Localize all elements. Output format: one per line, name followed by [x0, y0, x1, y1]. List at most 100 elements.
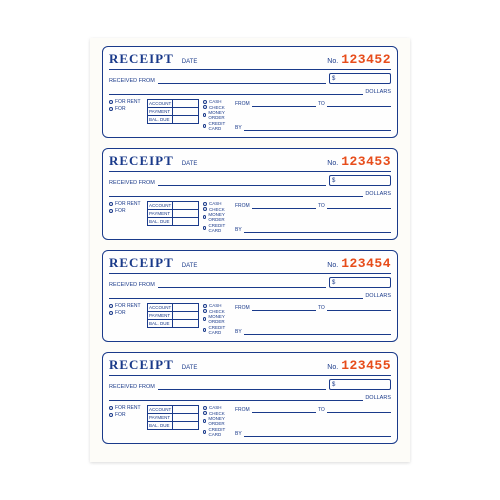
radio-icon — [203, 328, 206, 332]
receipt-slip: RECEIPT DATE No. 123452 RECEIVED FROM $ … — [102, 46, 398, 138]
to-label: TO — [318, 101, 325, 107]
from-line — [252, 101, 316, 107]
date-label: DATE — [182, 161, 327, 168]
payment-label: PAYMENT — [148, 312, 173, 320]
cash-label: CASH — [209, 99, 222, 104]
check-label: CHECK — [209, 309, 225, 314]
receipt-number: 123455 — [341, 358, 391, 373]
baldue-label: BAL. DUE — [148, 218, 173, 226]
to-line — [327, 305, 391, 311]
receipt-bottom: FOR RENT FOR ACCOUNT PAYMENT BAL. DUE CA… — [109, 99, 391, 131]
account-grid: ACCOUNT PAYMENT BAL. DUE — [147, 201, 199, 233]
amount-box: $ — [329, 277, 391, 288]
receipt-title: RECEIPT — [109, 255, 174, 271]
received-from-label: RECEIVED FROM — [109, 282, 155, 288]
number-label: No. — [327, 160, 338, 167]
radio-icon — [203, 430, 206, 434]
baldue-label: BAL. DUE — [148, 320, 173, 328]
dollars-row: DOLLARS — [109, 291, 391, 299]
for-rent-label: FOR RENT — [115, 99, 141, 105]
payment-label: PAYMENT — [148, 108, 173, 116]
received-from-label: RECEIVED FROM — [109, 384, 155, 390]
account-grid: ACCOUNT PAYMENT BAL. DUE — [147, 303, 199, 335]
number-label: No. — [327, 58, 338, 65]
credit-card-label: CREDIT CARD — [208, 427, 231, 437]
credit-card-label: CREDIT CARD — [208, 325, 231, 335]
radio-icon — [203, 317, 206, 321]
for-label: FOR — [115, 208, 126, 214]
credit-card-label: CREDIT CARD — [208, 121, 231, 131]
receipt-header: RECEIPT DATE No. 123453 — [109, 153, 391, 172]
number-label: No. — [327, 364, 338, 371]
amount-box: $ — [329, 379, 391, 390]
radio-icon — [203, 406, 207, 410]
receipt-number: 123454 — [341, 256, 391, 271]
from-label: FROM — [235, 101, 250, 107]
from-label: FROM — [235, 407, 250, 413]
receipt-title: RECEIPT — [109, 153, 174, 169]
period-column: FROM TO BY — [235, 303, 391, 335]
payment-value — [173, 312, 199, 320]
radio-icon — [109, 202, 113, 206]
radio-icon — [203, 226, 206, 230]
by-line — [244, 227, 391, 233]
to-line — [327, 407, 391, 413]
cash-label: CASH — [209, 201, 222, 206]
radio-icon — [203, 105, 207, 109]
dollars-row: DOLLARS — [109, 189, 391, 197]
for-rent-label: FOR RENT — [115, 201, 141, 207]
receipt-title: RECEIPT — [109, 51, 174, 67]
receipt-bottom: FOR RENT FOR ACCOUNT PAYMENT BAL. DUE CA… — [109, 201, 391, 233]
payment-label: PAYMENT — [148, 414, 173, 422]
to-label: TO — [318, 305, 325, 311]
dollars-label: DOLLARS — [365, 395, 391, 401]
payment-method-column: CASH CHECK MONEY ORDER CREDIT CARD — [203, 99, 231, 131]
for-rent-label: FOR RENT — [115, 405, 141, 411]
by-label: BY — [235, 431, 242, 437]
by-label: BY — [235, 227, 242, 233]
by-line — [244, 125, 391, 131]
radio-icon — [109, 311, 113, 315]
amount-box: $ — [329, 175, 391, 186]
radio-icon — [109, 107, 113, 111]
cash-label: CASH — [209, 405, 222, 410]
received-from-row: RECEIVED FROM $ — [109, 73, 391, 84]
check-label: CHECK — [209, 411, 225, 416]
credit-card-label: CREDIT CARD — [208, 223, 231, 233]
received-from-line — [158, 382, 326, 390]
received-from-label: RECEIVED FROM — [109, 180, 155, 186]
receipt-header: RECEIPT DATE No. 123455 — [109, 357, 391, 376]
received-from-label: RECEIVED FROM — [109, 78, 155, 84]
for-rent-label: FOR RENT — [115, 303, 141, 309]
receipt-bottom: FOR RENT FOR ACCOUNT PAYMENT BAL. DUE CA… — [109, 405, 391, 437]
received-from-line — [158, 280, 326, 288]
dollars-label: DOLLARS — [365, 89, 391, 95]
money-order-label: MONEY ORDER — [208, 416, 231, 426]
receipt-slip: RECEIPT DATE No. 123453 RECEIVED FROM $ … — [102, 148, 398, 240]
to-label: TO — [318, 203, 325, 209]
radio-icon — [203, 215, 206, 219]
for-column: FOR RENT FOR — [109, 201, 143, 233]
account-label: ACCOUNT — [148, 406, 173, 414]
radio-icon — [109, 413, 113, 417]
date-label: DATE — [182, 365, 327, 372]
money-order-label: MONEY ORDER — [208, 314, 231, 324]
for-label: FOR — [115, 412, 126, 418]
from-line — [252, 407, 316, 413]
by-label: BY — [235, 125, 242, 131]
receipt-header: RECEIPT DATE No. 123452 — [109, 51, 391, 70]
account-value — [173, 100, 199, 108]
receipt-number: 123453 — [341, 154, 391, 169]
money-order-label: MONEY ORDER — [208, 212, 231, 222]
for-column: FOR RENT FOR — [109, 303, 143, 335]
receipt-bottom: FOR RENT FOR ACCOUNT PAYMENT BAL. DUE CA… — [109, 303, 391, 335]
date-label: DATE — [182, 59, 327, 66]
radio-icon — [203, 304, 207, 308]
receipt-slip: RECEIPT DATE No. 123455 RECEIVED FROM $ … — [102, 352, 398, 444]
from-line — [252, 305, 316, 311]
radio-icon — [203, 207, 207, 211]
to-label: TO — [318, 407, 325, 413]
account-grid: ACCOUNT PAYMENT BAL. DUE — [147, 405, 199, 437]
receipt-number: 123452 — [341, 52, 391, 67]
receipt-header: RECEIPT DATE No. 123454 — [109, 255, 391, 274]
